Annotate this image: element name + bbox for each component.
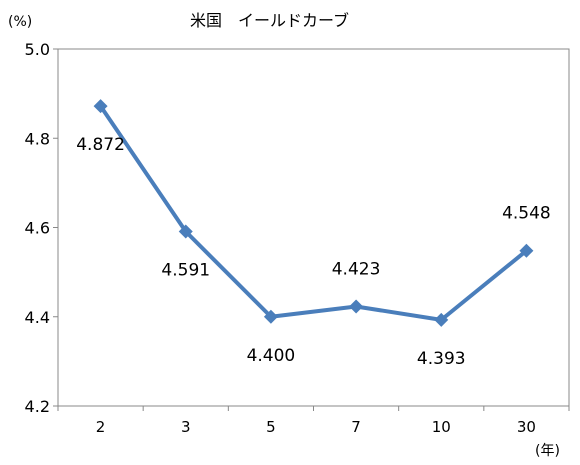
x-tick-label: 5 xyxy=(266,418,276,436)
data-point-marker xyxy=(519,243,534,258)
x-axis: 2 3 5 7 10 30 xyxy=(57,406,570,436)
y-unit-label: (%) xyxy=(8,14,32,30)
y-tick-label: 5.0 xyxy=(25,40,50,59)
data-point-marker xyxy=(263,309,278,324)
data-label: 4.591 xyxy=(161,261,210,281)
x-tick-label: 2 xyxy=(96,418,106,436)
data-point-marker xyxy=(178,224,193,239)
y-tick-label: 4.2 xyxy=(25,397,50,416)
plot-area xyxy=(57,48,570,407)
chart-title: 米国 イールドカーブ xyxy=(190,11,349,30)
data-label: 4.400 xyxy=(247,346,296,366)
data-label: 4.872 xyxy=(76,135,125,155)
x-tick-label: 30 xyxy=(517,418,536,436)
data-labels: 4.872 4.591 4.400 4.423 4.393 4.548 xyxy=(76,135,551,369)
x-tick-label: 7 xyxy=(351,418,361,436)
data-point-marker xyxy=(434,312,449,327)
y-tick-label: 4.6 xyxy=(25,219,50,238)
y-axis: 4.2 4.4 4.6 4.8 5.0 xyxy=(25,40,58,416)
data-point-marker xyxy=(349,299,364,314)
data-label: 4.393 xyxy=(417,349,466,369)
y-tick-label: 4.4 xyxy=(25,308,50,327)
data-label: 4.548 xyxy=(502,204,551,224)
x-tick-label: 10 xyxy=(432,418,451,436)
data-point-marker xyxy=(93,99,108,114)
x-unit-label: (年) xyxy=(535,443,560,459)
y-tick-label: 4.8 xyxy=(25,129,50,148)
data-label: 4.423 xyxy=(332,259,381,279)
x-tick-label: 3 xyxy=(181,418,191,436)
series-markers xyxy=(93,99,534,327)
series-line xyxy=(98,104,528,322)
